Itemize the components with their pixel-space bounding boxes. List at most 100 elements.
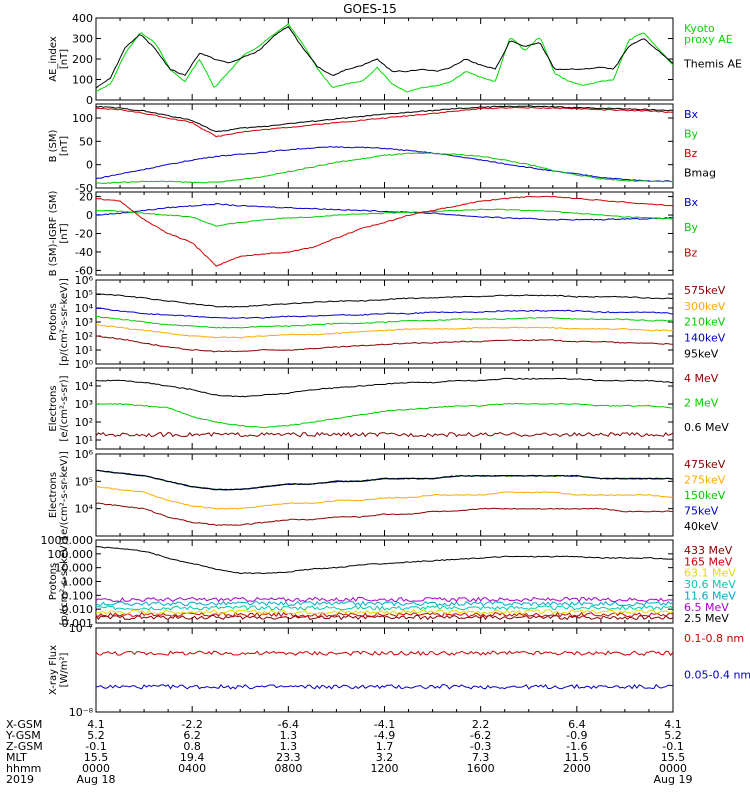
y-tick-label: 10⁴ xyxy=(75,302,94,315)
legend-label: 210keV xyxy=(684,316,726,329)
x-row-value: 0000 xyxy=(659,762,687,775)
x-row-value: 2.2 xyxy=(472,718,490,731)
legend-label: 40keV xyxy=(684,520,719,533)
y-axis-label: [W/m²] xyxy=(59,652,70,687)
legend-label: Bx xyxy=(684,196,699,209)
legend-label: 475keV xyxy=(684,458,726,471)
y-tick-label: 100.000 xyxy=(48,548,94,561)
x-row-value: 11.5 xyxy=(565,751,590,764)
y-axis-label: [nT] xyxy=(59,136,70,156)
y-axis-label: Electrons xyxy=(48,472,59,518)
y-tick-label: 10⁰ xyxy=(75,358,94,371)
series-line-40kev xyxy=(95,469,674,491)
legend-label: Bz xyxy=(684,246,698,259)
series-line-by xyxy=(95,152,674,185)
series-line-140kev xyxy=(95,307,674,319)
y-axis-label: [nT] xyxy=(59,49,70,69)
x-row-value: -1.6 xyxy=(566,740,587,753)
y-axis-label: X-ray Flux xyxy=(48,645,59,695)
y-tick-label: 0 xyxy=(86,159,93,172)
y-tick-label: 300 xyxy=(72,33,93,46)
y-axis-label: [e/(cm²-s-sr)] xyxy=(59,375,70,441)
x-row-value: -0.1 xyxy=(662,740,683,753)
series-line-bx xyxy=(95,146,674,183)
legend-label: 95keV xyxy=(684,347,719,360)
legend-label: Bz xyxy=(684,147,698,160)
legend-label: 0.05-0.4 nm xyxy=(684,669,750,682)
series-line-575kev xyxy=(95,335,674,353)
legend-label: Kyoto xyxy=(684,22,715,35)
x-row-value: 15.5 xyxy=(661,751,686,764)
y-tick-label: 0 xyxy=(86,94,93,107)
series-line-11-6-mev xyxy=(95,600,674,607)
y-tick-label: 10.000 xyxy=(55,562,94,575)
y-tick-label: 10⁶ xyxy=(75,274,94,287)
y-tick-label: 20 xyxy=(79,191,93,204)
panel-hprotons: 0.0010.0100.1001.00010.000100.0001000.00… xyxy=(41,534,737,630)
y-tick-label: -40 xyxy=(75,246,93,259)
series-line-by xyxy=(95,208,674,227)
x-row-value: 6.4 xyxy=(568,718,586,731)
x-row-label: Y-GSM xyxy=(5,729,41,742)
series-line-63-1-mev xyxy=(96,609,674,615)
series-line-0-6-mev xyxy=(95,377,674,398)
series-line-4-mev xyxy=(95,431,674,438)
series-line-0-1-0-8-nm xyxy=(95,650,674,657)
legend-label: 433 MeV xyxy=(684,544,733,557)
x-row-value: -0.9 xyxy=(566,729,587,742)
y-axis-label: B (SM) xyxy=(48,129,59,162)
x-row-label: hhmm xyxy=(6,762,41,775)
series-line-bz xyxy=(95,106,674,138)
x-row-value: 1.7 xyxy=(376,740,394,753)
x-row-value: -6.4 xyxy=(278,718,299,731)
panel-elec1: 10¹ 10² 10³ 10⁴ Electrons [e/(cm²-s-sr)] 4 MeV… xyxy=(48,367,729,450)
x-row-value: 7.3 xyxy=(472,751,490,764)
x-row-value: 1600 xyxy=(467,762,495,775)
series-line-30-6-mev xyxy=(95,604,674,611)
x-row-value: -4.9 xyxy=(374,729,395,742)
x-row-value: 1.3 xyxy=(280,740,298,753)
legend-label: 6.5 MeV xyxy=(684,601,729,614)
legend-label: 30.6 MeV xyxy=(684,578,736,591)
x-row-label: MLT xyxy=(6,751,27,764)
y-tick-label: 10³ xyxy=(75,398,93,411)
y-axis-label: AE_index xyxy=(48,36,59,82)
legend-label: By xyxy=(684,221,699,234)
series-line-433-mev xyxy=(95,614,674,621)
y-tick-label: 10³ xyxy=(75,316,93,329)
y-tick-label: 10² xyxy=(75,330,93,343)
x-row-value: 2000 xyxy=(563,762,591,775)
legend-label: 63.1 MeV xyxy=(684,567,736,580)
x-row-value: -6.2 xyxy=(470,729,491,742)
y-axis-label: Electrons xyxy=(48,385,59,431)
series-line-210kev xyxy=(95,315,674,329)
x-row-label: Z-GSM xyxy=(6,740,43,753)
y-tick-label: -50 xyxy=(75,182,93,195)
legend-label: 2.5 MeV xyxy=(684,612,729,625)
y-tick-label: 10⁵ xyxy=(75,475,93,488)
legend-label: 2 MeV xyxy=(684,397,719,410)
legend-label: 0.1-0.8 nm xyxy=(684,632,744,645)
x-row-value: 0000 xyxy=(82,762,110,775)
y-axis-label: [nT] xyxy=(59,223,70,243)
x-row-value: 0.8 xyxy=(183,740,201,753)
y-tick-label: 10⁴ xyxy=(75,380,94,393)
legend-label: 300keV xyxy=(684,300,726,313)
x-row-value: -2.2 xyxy=(181,718,202,731)
x-row-value: 0400 xyxy=(178,762,206,775)
x-row-value: 6.2 xyxy=(183,729,201,742)
legend-label: 11.6 MeV xyxy=(684,589,736,602)
x-row-value: 23.3 xyxy=(276,751,301,764)
panel-elec2: 10⁴ 10⁵ 10⁶ Electrons [e/(cm²-s-sr-keV)] 475k… xyxy=(48,448,726,539)
legend-label: 150keV xyxy=(684,489,726,502)
legend-label: 575keV xyxy=(684,284,726,297)
legend-label: Bmag xyxy=(684,167,716,180)
series-line-themis-ae xyxy=(95,25,674,89)
legend-label: 75keV xyxy=(684,504,719,517)
x-row-label: X-GSM xyxy=(6,718,42,731)
y-tick-label: 10⁻⁷ xyxy=(69,622,93,635)
y-tick-label: 1.000 xyxy=(62,576,94,589)
y-tick-label: 100 xyxy=(72,112,93,125)
